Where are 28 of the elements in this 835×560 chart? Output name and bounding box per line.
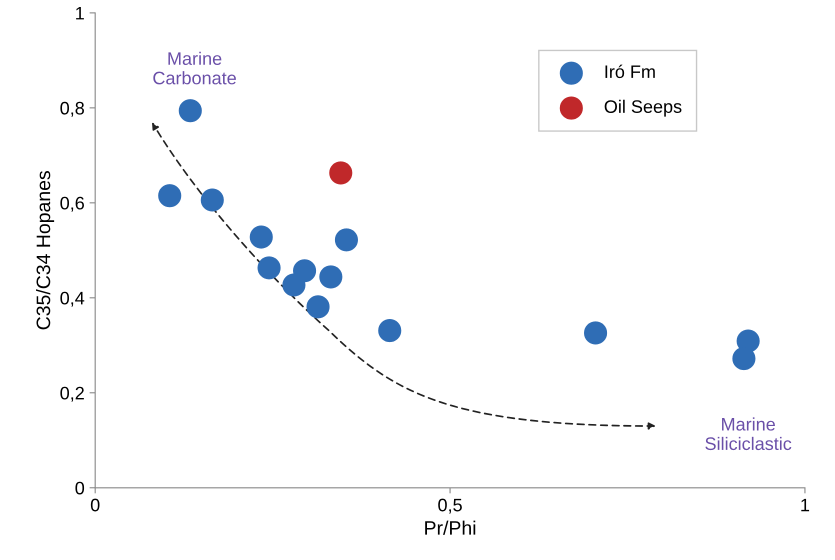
y-axis-title: C35/C34 Hopanes [36, 171, 54, 330]
y-tick-label: 0 [75, 482, 84, 494]
y-tick-label: 0,4 [60, 292, 84, 307]
legend-label: Oil Seeps [604, 100, 682, 117]
point [732, 347, 756, 370]
point [329, 161, 352, 184]
x-axis-title: Pr/Phi [425, 520, 476, 535]
legend-label: Iró Fm [605, 64, 655, 78]
annotation: Marine Siliciclastic [705, 417, 792, 450]
point [319, 265, 342, 288]
point [200, 188, 224, 212]
x-tick-label: 0,5 [438, 498, 462, 514]
point [584, 321, 608, 344]
point [258, 256, 281, 280]
point [178, 99, 202, 122]
point [334, 228, 358, 252]
point [378, 319, 402, 342]
y-tick-label: 0,6 [60, 196, 84, 212]
point [250, 225, 273, 249]
point [306, 295, 330, 318]
y-tick-label: 0,2 [60, 386, 84, 402]
y-tick-label: 1 [76, 7, 84, 20]
point [282, 273, 306, 297]
y-tick-label: 0,8 [60, 102, 84, 117]
annotation: Marine Carbonate [153, 52, 236, 84]
x-tick-label: 1 [801, 498, 810, 512]
point [158, 184, 182, 208]
x-tick-label: 0 [90, 498, 100, 512]
